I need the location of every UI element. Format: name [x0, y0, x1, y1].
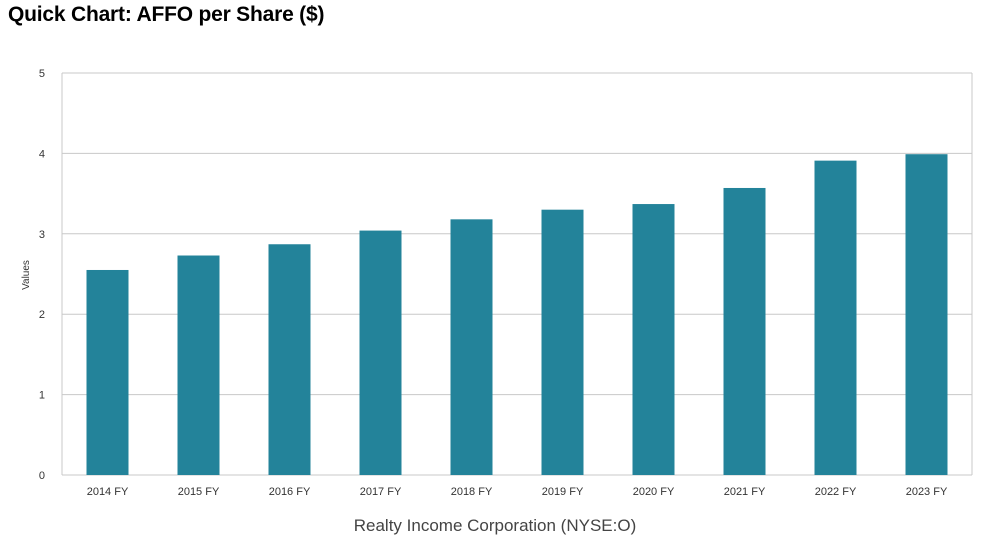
x-tick-label: 2022 FY: [815, 486, 857, 498]
bar-2017-fy: [359, 230, 402, 475]
x-tick-label: 2018 FY: [451, 486, 493, 498]
x-tick-label: 2019 FY: [542, 486, 584, 498]
bar-2018-fy: [450, 219, 493, 475]
chart-title: Quick Chart: AFFO per Share ($): [8, 3, 325, 26]
y-tick-label: 3: [39, 229, 45, 241]
x-tick-label: 2021 FY: [724, 486, 766, 498]
x-tick-labels: 2014 FY 2015 FY 2016 FY 2017 FY 2018 FY 2019 …: [87, 486, 948, 498]
x-axis-label: Realty Income Corporation (NYSE:O): [354, 516, 637, 535]
y-tick-labels: 0 1 2 3 4 5: [39, 68, 45, 482]
y-tick-label: 2: [39, 309, 45, 321]
bar-2019-fy: [541, 209, 584, 475]
bar-2016-fy: [268, 244, 311, 475]
bar-2022-fy: [814, 160, 857, 476]
y-tick-label: 4: [39, 148, 45, 160]
x-tick-label: 2015 FY: [178, 486, 220, 498]
y-tick-label: 1: [39, 390, 45, 402]
bar-2014-fy: [86, 269, 129, 475]
bar-2015-fy: [177, 255, 220, 475]
bar-2021-fy: [723, 187, 766, 476]
y-axis-label: Values: [21, 260, 32, 290]
y-tick-label: 0: [39, 470, 45, 482]
x-tick-label: 2017 FY: [360, 486, 402, 498]
x-tick-label: 2016 FY: [269, 486, 311, 498]
bar-2020-fy: [632, 204, 675, 475]
x-tick-label: 2020 FY: [633, 486, 675, 498]
y-tick-label: 5: [39, 68, 45, 80]
x-tick-label: 2014 FY: [87, 486, 129, 498]
bar-2023-fy: [905, 154, 948, 476]
bars: [86, 154, 948, 476]
x-tick-label: 2023 FY: [906, 486, 948, 498]
